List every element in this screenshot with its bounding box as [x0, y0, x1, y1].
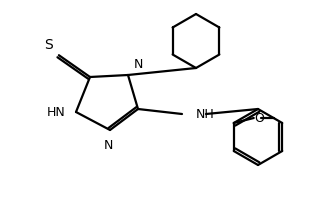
- Text: O: O: [254, 111, 264, 125]
- Text: N: N: [134, 58, 143, 71]
- Text: HN: HN: [47, 105, 66, 119]
- Text: S: S: [44, 38, 53, 52]
- Text: NH: NH: [196, 107, 215, 121]
- Text: N: N: [103, 139, 113, 152]
